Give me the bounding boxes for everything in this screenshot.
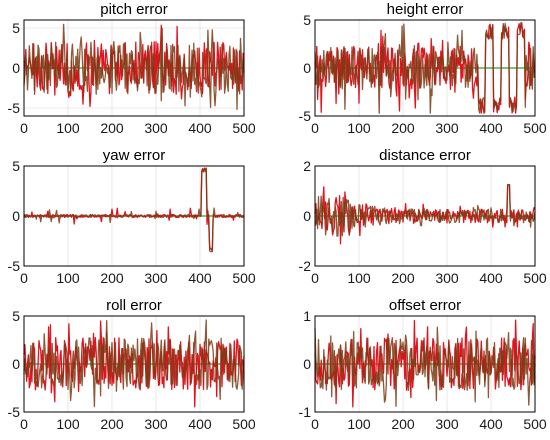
x-tick-label: 0 bbox=[20, 120, 28, 136]
x-tick-label: 500 bbox=[523, 270, 547, 286]
y-tick-label: 5 bbox=[12, 158, 20, 174]
x-tick-label: 0 bbox=[311, 120, 319, 136]
x-tick-label: 200 bbox=[391, 120, 415, 136]
chart-title: roll error bbox=[106, 297, 162, 314]
series-line-error bbox=[23, 168, 245, 253]
y-tick-label: -5 bbox=[8, 258, 21, 274]
y-tick-label: 1 bbox=[303, 308, 311, 324]
chart-title: height error bbox=[387, 1, 464, 18]
x-tick-label: 300 bbox=[144, 270, 168, 286]
x-tick-label: 200 bbox=[100, 416, 124, 432]
x-tick-label: 100 bbox=[347, 120, 371, 136]
x-tick-label: 400 bbox=[479, 416, 503, 432]
chart-title: yaw error bbox=[103, 147, 166, 164]
axes-border bbox=[23, 315, 245, 413]
axes-border bbox=[314, 19, 536, 117]
x-tick-label: 500 bbox=[523, 120, 547, 136]
y-tick-label: 5 bbox=[303, 12, 311, 28]
series-line-estimate bbox=[23, 320, 245, 408]
y-tick-label: 0 bbox=[12, 208, 20, 224]
y-tick-label: -5 bbox=[8, 404, 21, 420]
y-tick-label: 5 bbox=[12, 308, 20, 324]
x-tick-label: 400 bbox=[479, 270, 503, 286]
x-tick-label: 200 bbox=[100, 120, 124, 136]
y-tick-label: 5 bbox=[12, 20, 20, 36]
series-line-error bbox=[314, 22, 536, 114]
axes-border bbox=[314, 315, 536, 413]
x-tick-label: 0 bbox=[20, 416, 28, 432]
x-tick-label: 300 bbox=[435, 270, 459, 286]
chart-title: pitch error bbox=[100, 1, 168, 18]
series-line-error bbox=[314, 326, 536, 407]
x-tick-label: 300 bbox=[144, 120, 168, 136]
x-tick-label: 500 bbox=[232, 416, 256, 432]
x-tick-label: 300 bbox=[435, 416, 459, 432]
y-tick-label: -2 bbox=[299, 258, 312, 274]
panel-pitch-error: pitch error 0 100 200 300 400 500 5 0 -5 bbox=[8, 1, 256, 136]
series-line-error bbox=[23, 23, 245, 111]
y-tick-label: 0 bbox=[12, 356, 20, 372]
x-tick-label: 200 bbox=[391, 416, 415, 432]
y-tick-label: -5 bbox=[8, 100, 21, 116]
y-tick-label: 0 bbox=[303, 356, 311, 372]
x-tick-label: 0 bbox=[311, 270, 319, 286]
y-tick-label: 0 bbox=[303, 60, 311, 76]
axes-border bbox=[23, 19, 245, 117]
y-tick-label: 2 bbox=[303, 158, 311, 174]
x-tick-label: 400 bbox=[188, 270, 212, 286]
series-line-estimate bbox=[314, 22, 536, 114]
x-tick-label: 100 bbox=[347, 416, 371, 432]
x-tick-label: 300 bbox=[435, 120, 459, 136]
y-tick-label: -1 bbox=[299, 404, 312, 420]
axes-border bbox=[314, 165, 536, 267]
y-tick-label: 0 bbox=[303, 208, 311, 224]
x-tick-label: 200 bbox=[391, 270, 415, 286]
series-line-error bbox=[23, 319, 245, 408]
x-tick-label: 500 bbox=[523, 416, 547, 432]
x-tick-label: 500 bbox=[232, 270, 256, 286]
chart-title: distance error bbox=[379, 147, 471, 164]
x-tick-label: 100 bbox=[56, 120, 80, 136]
x-tick-label: 0 bbox=[20, 270, 28, 286]
y-tick-label: -5 bbox=[299, 108, 312, 124]
x-tick-label: 100 bbox=[56, 270, 80, 286]
x-tick-label: 400 bbox=[479, 120, 503, 136]
series-line-error bbox=[314, 184, 536, 237]
x-tick-label: 200 bbox=[100, 270, 124, 286]
x-tick-label: 300 bbox=[144, 416, 168, 432]
axes-border bbox=[23, 165, 245, 267]
x-tick-label: 400 bbox=[188, 120, 212, 136]
x-tick-label: 100 bbox=[347, 270, 371, 286]
x-tick-label: 0 bbox=[311, 416, 319, 432]
x-tick-label: 100 bbox=[56, 416, 80, 432]
x-tick-label: 400 bbox=[188, 416, 212, 432]
chart-title: offset error bbox=[389, 297, 461, 314]
y-tick-label: 0 bbox=[12, 60, 20, 76]
x-tick-label: 500 bbox=[232, 120, 256, 136]
